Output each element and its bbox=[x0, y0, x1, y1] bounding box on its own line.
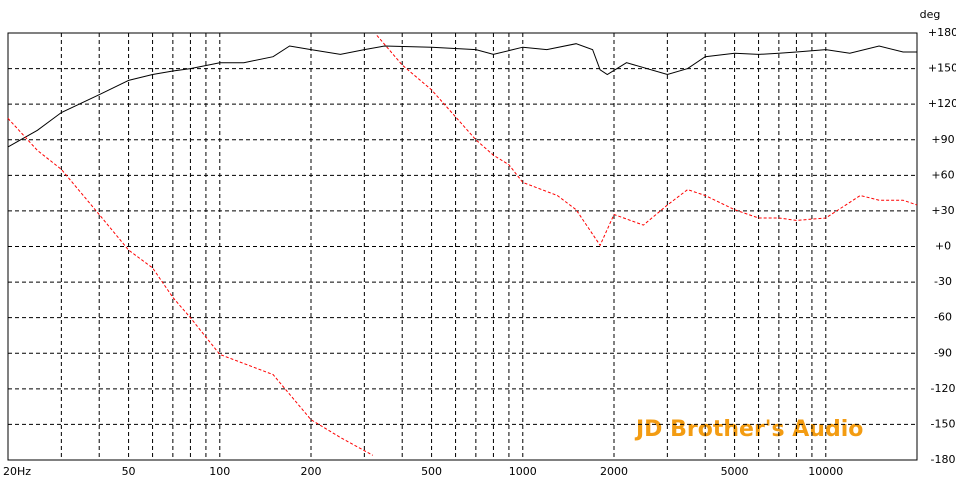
y-tick-label: -150 bbox=[931, 417, 956, 430]
x-tick-label: 500 bbox=[421, 465, 442, 478]
phase-line bbox=[7, 43, 917, 148]
y-tick-label: -120 bbox=[931, 382, 956, 395]
x-tick-label: 200 bbox=[301, 465, 322, 478]
y-tick-label: +150 bbox=[928, 62, 956, 75]
x-tick-label: 20Hz bbox=[3, 465, 31, 478]
y-tick-label: -180 bbox=[931, 453, 956, 466]
y-tick-label: +30 bbox=[931, 204, 954, 217]
phase-line bbox=[7, 35, 918, 456]
y-unit: deg bbox=[920, 8, 941, 21]
y-tick-label: -60 bbox=[934, 311, 952, 324]
y-tick-label: +60 bbox=[931, 168, 954, 181]
y-tick-label: +0 bbox=[935, 240, 951, 253]
x-tick-label: 100 bbox=[209, 465, 230, 478]
x-tick-label: 1000 bbox=[509, 465, 537, 478]
watermark: JD Brother's Audio bbox=[634, 417, 863, 442]
y-tick-label: -90 bbox=[934, 346, 952, 359]
x-tick-label: 50 bbox=[122, 465, 136, 478]
y-tick-label: +90 bbox=[931, 133, 954, 146]
y-tick-label: +180 bbox=[928, 26, 956, 39]
x-tick-label: 2000 bbox=[600, 465, 628, 478]
x-tick-label: 5000 bbox=[721, 465, 749, 478]
y-tick-label: -30 bbox=[934, 275, 952, 288]
x-tick-label: 10000 bbox=[808, 465, 843, 478]
y-tick-label: +120 bbox=[928, 97, 956, 110]
